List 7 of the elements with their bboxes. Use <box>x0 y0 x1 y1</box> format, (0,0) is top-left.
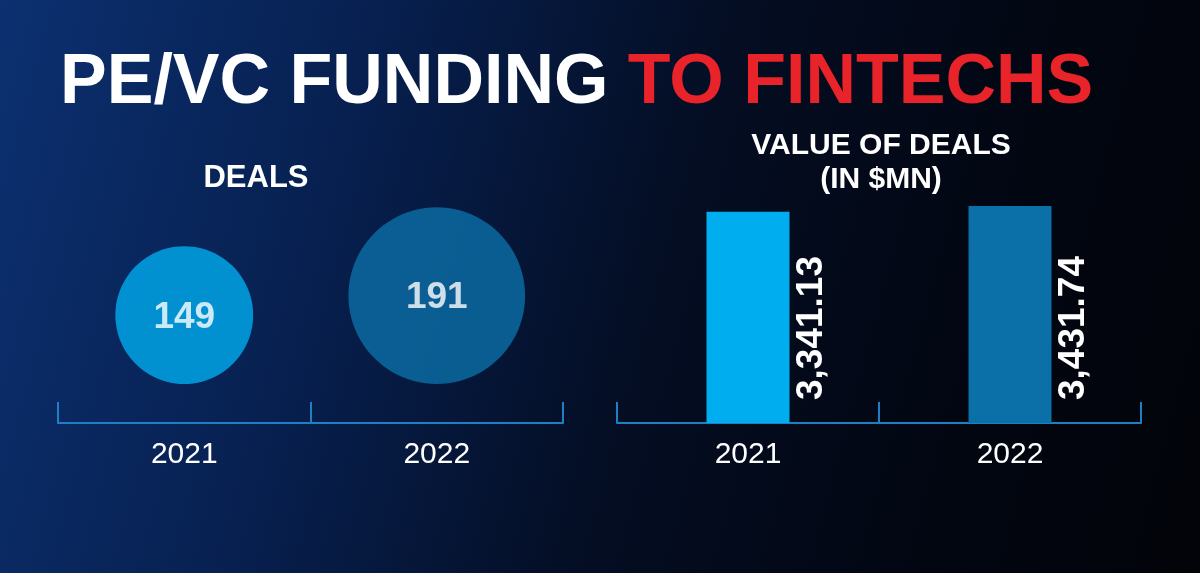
text: DEALS <box>203 159 309 194</box>
chart-title: VALUE OF DEALS (IN $MN) <box>750 127 1012 195</box>
text: PE/VC FUNDING TO FINTECHS <box>60 40 1094 118</box>
data-label: 3,431.74 <box>1050 255 1092 400</box>
data-label: 3,341.13 <box>788 255 830 400</box>
data-label: 191 <box>405 275 468 317</box>
data-label: 149 <box>153 294 216 336</box>
